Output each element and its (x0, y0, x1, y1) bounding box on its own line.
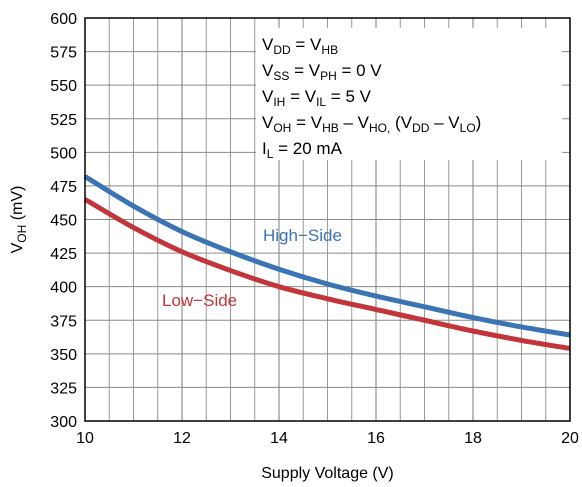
y-tick-label: 300 (50, 414, 77, 431)
x-tick-label: 14 (270, 430, 288, 447)
x-tick-label: 10 (76, 430, 94, 447)
series-label-high-side: High−Side (263, 226, 342, 245)
annotation-text: – V (429, 113, 460, 132)
x-tick-label: 12 (173, 430, 191, 447)
y-tick-label: 425 (50, 246, 77, 263)
y-tick-label: 325 (50, 380, 77, 397)
annotation-text: = 5 V (326, 87, 372, 106)
x-tick-labels: 10 12 14 16 18 20 (76, 430, 579, 447)
annotation-subscript: OH (273, 121, 291, 135)
series-labels: High−Side Low−Side (162, 226, 342, 310)
annotation-background (256, 28, 562, 160)
annotation-subscript: LO (460, 121, 476, 135)
annotation-line: IL = 20 mA (262, 139, 343, 161)
annotation-text: V (262, 87, 274, 106)
annotation-text: V (262, 61, 274, 80)
annotation-text: = V (291, 113, 322, 132)
series-line-low-side (83, 197, 571, 351)
x-tick-label: 18 (464, 430, 482, 447)
series-lines (83, 174, 571, 351)
annotation-line: VDD = VHB (262, 35, 338, 57)
y-tick-label: 600 (50, 11, 77, 28)
series-line-high-side (83, 174, 571, 338)
y-tick-label: 400 (50, 280, 77, 297)
annotation-text: = V (291, 35, 322, 54)
plot-frame (84, 17, 571, 422)
annotation-line: VOH = VHB – VHO, (VDD – VLO) (262, 113, 481, 135)
annotation-subscript: PH (320, 69, 337, 83)
annotation-line: VIH = VIL = 5 V (262, 87, 372, 109)
y-tick-labels: 300 325 350 375 400 425 450 475 500 525 550 575 600 (50, 11, 77, 431)
annotation-subscript: HB (322, 121, 339, 135)
annotation-text: = 0 V (337, 61, 383, 80)
y-tick-label: 475 (50, 179, 77, 196)
annotation-subscript: SS (273, 69, 289, 83)
y-tick-label: 375 (50, 313, 77, 330)
y-tick-label: 525 (50, 112, 77, 129)
annotation-text: ) (476, 113, 482, 132)
annotation-text: = V (289, 61, 320, 80)
x-axis-label: Supply Voltage (V) (261, 465, 394, 482)
annotation-subscript: IL (316, 95, 326, 109)
annotation-subscript: L (267, 147, 274, 161)
annotation-text: V (262, 35, 274, 54)
annotation-text: = 20 mA (273, 139, 342, 158)
y-tick-label: 350 (50, 347, 77, 364)
annotation-line: VSS = VPH = 0 V (262, 61, 382, 83)
y-tick-label: 450 (50, 213, 77, 230)
y-axis-label-main: V (9, 242, 26, 253)
annotation-subscript: HB (321, 43, 338, 57)
y-axis-label-sub: OH (15, 225, 29, 243)
y-tick-label: 575 (50, 45, 77, 62)
annotation-text: = V (285, 87, 316, 106)
annotation-subscript: DD (273, 43, 291, 57)
x-tick-label: 20 (561, 430, 579, 447)
x-tick-label: 16 (367, 430, 385, 447)
annotation-text: I (262, 139, 267, 158)
y-axis-label-unit: (mV) (9, 186, 26, 225)
y-tick-label: 550 (50, 78, 77, 95)
annotation-text: (V (390, 113, 412, 132)
series-label-low-side: Low−Side (162, 291, 237, 310)
annotation-subscript: IH (273, 95, 285, 109)
annotation-text: – V (339, 113, 370, 132)
annotation-text: V (262, 113, 274, 132)
annotation-subscript: HO, (369, 121, 390, 135)
y-tick-label: 500 (50, 145, 77, 162)
annotation-subscript: DD (412, 121, 430, 135)
y-axis-label: VOH (mV) (9, 186, 29, 254)
